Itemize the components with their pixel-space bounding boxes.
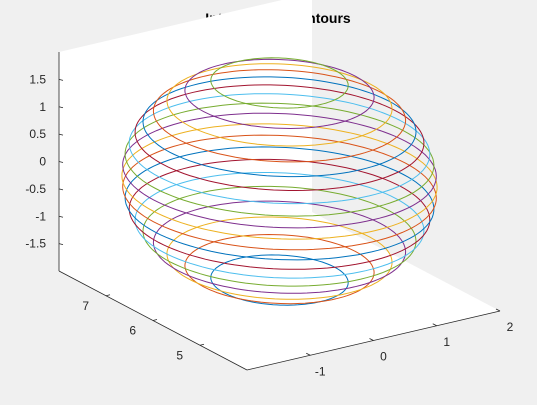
contour-line <box>134 172 425 279</box>
z-tick-mark <box>58 161 64 163</box>
x-tick-label: 2 <box>507 320 514 334</box>
y-tick-label: 6 <box>129 324 136 338</box>
contour-line <box>152 69 407 163</box>
contour-line <box>210 57 349 109</box>
contour-line <box>166 216 393 300</box>
z-tick-mark <box>58 243 64 246</box>
x-tick-label: 0 <box>380 350 387 364</box>
y-tick-label: 5 <box>176 348 183 362</box>
z-tick-mark <box>58 215 64 218</box>
x-tick-label: -1 <box>315 364 326 378</box>
contour-line <box>210 254 349 306</box>
z-tick-label: -0.5 <box>25 182 46 196</box>
z-tick-mark <box>58 78 64 81</box>
contour-line <box>184 233 375 305</box>
contour-lines <box>121 57 438 306</box>
contour-line <box>142 76 417 178</box>
y-tick-mark <box>199 343 205 346</box>
tick-marks <box>58 78 501 356</box>
contour-line <box>122 134 437 251</box>
axes-box <box>58 0 501 371</box>
x-tick-mark <box>432 323 437 327</box>
y-tick-mark <box>152 319 158 321</box>
z-tick-mark <box>58 188 64 191</box>
contour-line <box>166 63 393 147</box>
x-tick-mark <box>306 352 311 356</box>
contour-line <box>152 200 407 294</box>
contour-line <box>128 158 431 270</box>
z-tick-label: 0.5 <box>29 127 46 141</box>
x-tick-label: 1 <box>443 335 450 349</box>
z-tick-label: -1.5 <box>25 237 46 251</box>
x-tick-mark <box>495 308 501 312</box>
x-tick-mark <box>369 338 374 341</box>
z-tick-mark <box>58 133 64 136</box>
contour-line <box>128 93 431 205</box>
z-tick-label: -1 <box>35 209 46 223</box>
contour-line <box>122 112 437 229</box>
contour-line <box>124 102 435 217</box>
contour-line <box>184 58 375 130</box>
contour-line <box>142 185 417 287</box>
contour-line <box>134 84 425 191</box>
contour-line <box>121 123 438 240</box>
z-tick-mark <box>58 106 64 109</box>
contour-line <box>124 146 435 261</box>
tick-labels: -1 0 1 2 5 6 7 -1.5 -1 -0.5 0 0.5 1 1.5 <box>25 72 513 378</box>
y-tick-label: 7 <box>82 299 89 313</box>
z-tick-label: 1 <box>39 100 46 114</box>
z-tick-label: 0 <box>39 155 46 169</box>
y-tick-mark <box>105 294 111 297</box>
z-tick-label: 1.5 <box>29 72 46 86</box>
